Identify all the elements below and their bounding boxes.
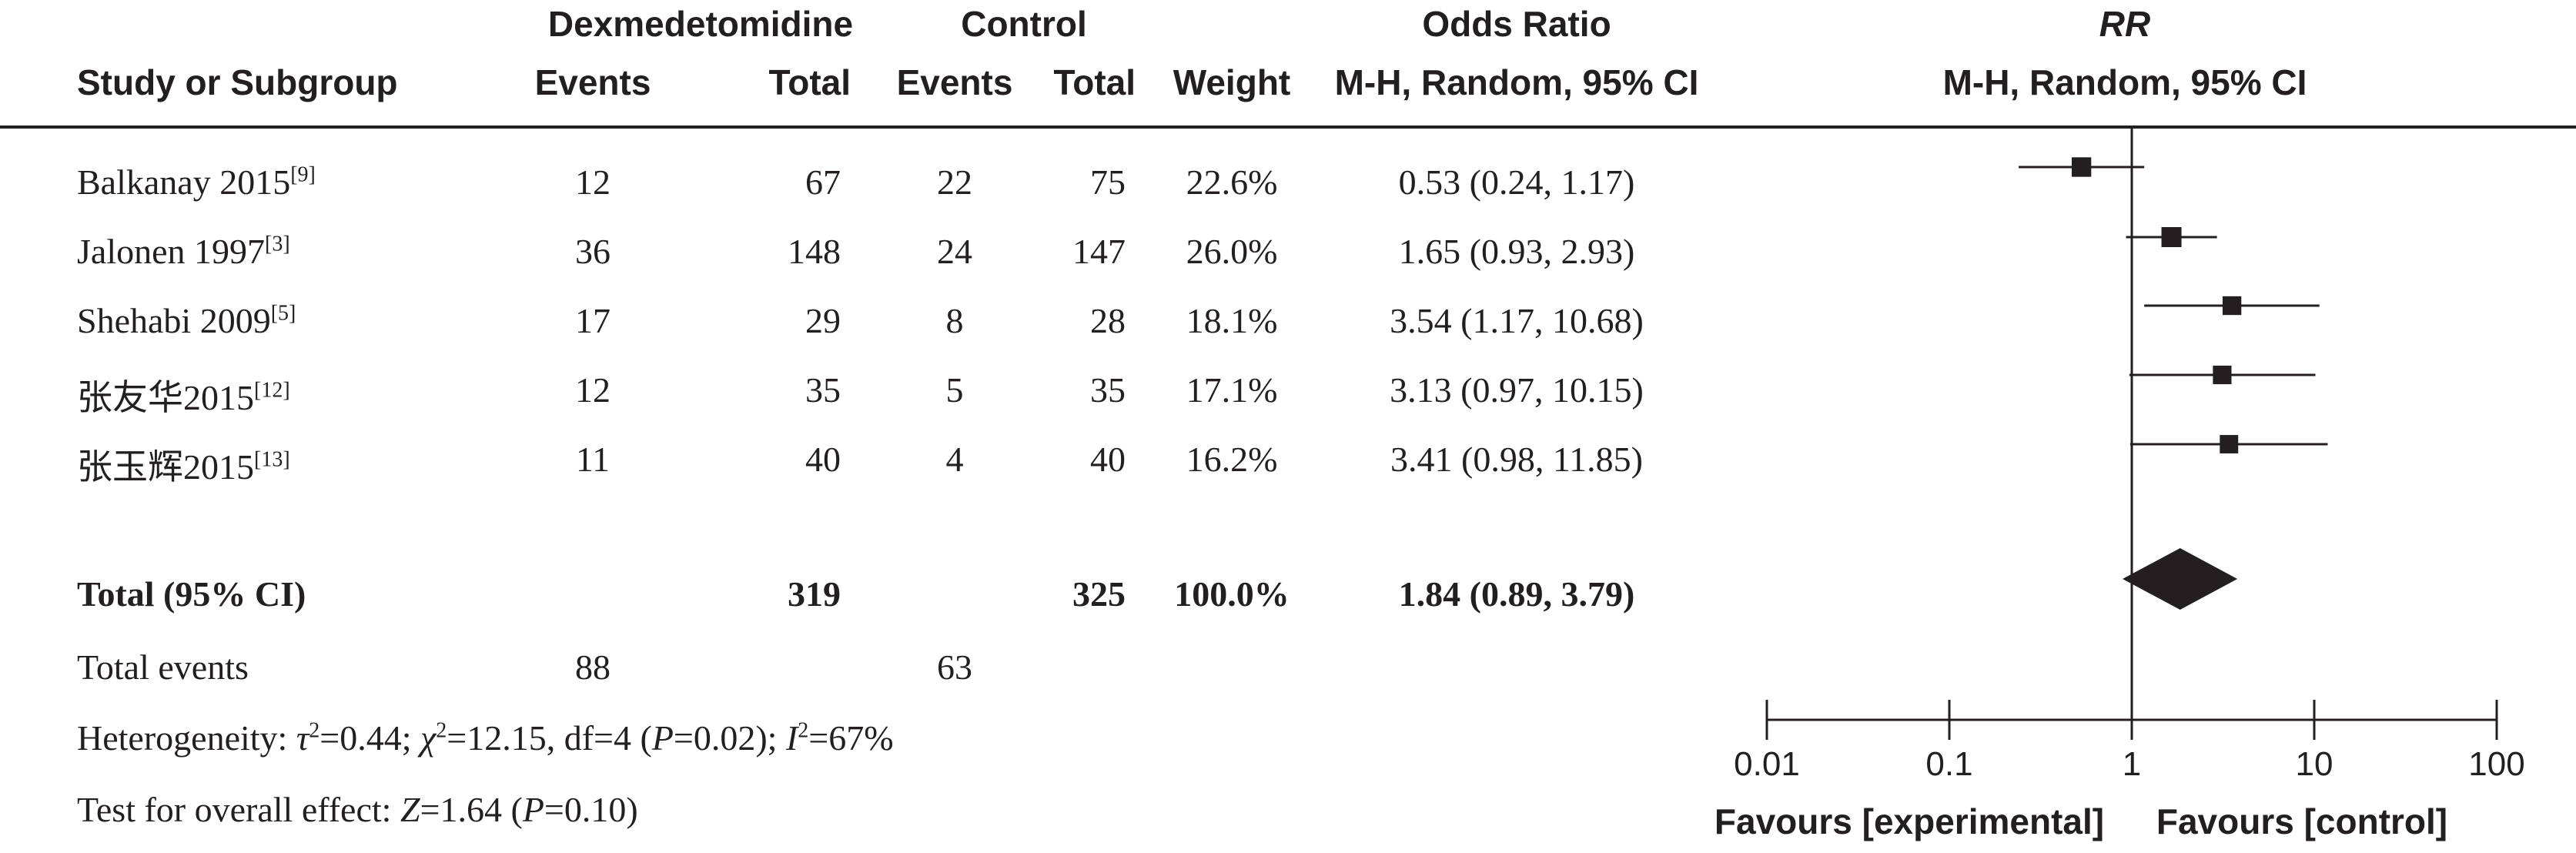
overall-z-val: =1.64 (: [420, 790, 523, 829]
study-point-estimate: [2222, 296, 2242, 316]
study-row-weight: 16.2%: [1186, 440, 1278, 479]
overall-p: P: [522, 790, 544, 829]
het-i-val: =67%: [808, 718, 894, 758]
study-reference: [5]: [270, 301, 296, 326]
plot-marks: [1765, 127, 2498, 740]
study-name-text: Jalonen 1997: [77, 232, 266, 271]
study-name-text: Shehabi 2009: [77, 301, 271, 340]
header-group-control: Control: [961, 4, 1087, 44]
x-tick-label: 0.01: [1734, 745, 1800, 783]
x-tick-label: 0.1: [1925, 745, 1973, 783]
header-col-study: Study or Subgroup: [77, 62, 398, 102]
study-row-ctl-total: 28: [1090, 301, 1126, 340]
study-row-study-name: Jalonen 1997[3]: [77, 231, 508, 272]
het-i: I: [785, 718, 798, 758]
total-ctl-total: 325: [1072, 574, 1126, 614]
study-row-ctl-events: 4: [945, 440, 964, 479]
total-label: Total (95% CI): [77, 574, 306, 614]
header-plot-label: RR: [2099, 4, 2151, 44]
study-row-ctl-events: 22: [937, 162, 972, 202]
het-prefix: Heterogeneity:: [77, 718, 296, 758]
study-name-text: Balkanay 2015: [77, 162, 291, 202]
header-col-exp-events: Events: [534, 62, 651, 102]
total-events-label: Total events: [77, 647, 249, 687]
study-row-exp-total: 29: [805, 301, 841, 340]
x-tick-label: 10: [2295, 745, 2333, 783]
study-name-text: 张玉辉2015: [77, 447, 254, 487]
study-row-ctl-total: 147: [1072, 232, 1126, 271]
study-row-study-name: 张友华2015[12]: [77, 370, 508, 420]
study-row-ci-text: 1.65 (0.93, 2.93): [1398, 232, 1635, 271]
study-row-exp-events: 12: [575, 370, 611, 410]
het-tau: τ: [296, 718, 309, 758]
x-tick-label: 100: [2468, 745, 2525, 783]
study-row-ctl-total: 75: [1090, 162, 1126, 202]
het-chi: χ: [420, 718, 437, 758]
overall-effect-text: Test for overall effect: Z=1.64 (P=0.10): [77, 789, 638, 830]
study-reference: [3]: [265, 232, 290, 256]
het-p: P: [651, 718, 674, 758]
header-group-experimental: Dexmedetomidine: [547, 4, 854, 44]
study-row-exp-events: 36: [575, 232, 611, 271]
study-row-ctl-events: 5: [945, 370, 964, 410]
study-point-estimate: [2220, 435, 2239, 453]
study-row-ci-text: 3.54 (1.17, 10.68): [1390, 301, 1644, 340]
header-plot-method: M-H, Random, 95% CI: [1942, 62, 2307, 102]
study-row-exp-total: 148: [788, 232, 841, 271]
study-row-weight: 26.0%: [1186, 232, 1278, 271]
header-effect-method: M-H, Random, 95% CI: [1334, 62, 1699, 102]
total-events-ctl: 63: [937, 647, 972, 687]
header-effect-label: Odds Ratio: [1422, 4, 1611, 44]
header-col-weight: Weight: [1173, 62, 1291, 102]
het-tau-val: =0.44;: [319, 718, 421, 758]
favours-right-label: Favours [control]: [2156, 801, 2448, 841]
study-row-exp-total: 40: [805, 440, 841, 479]
study-row-exp-total: 67: [805, 162, 841, 202]
study-row-exp-events: 11: [575, 440, 611, 479]
het-chi-val: =12.15, df=4 (: [447, 718, 652, 758]
header-col-ctl-events: Events: [896, 62, 1013, 102]
pooled-estimate-diamond: [2123, 548, 2238, 610]
study-reference: [12]: [254, 378, 290, 403]
heterogeneity-text: Heterogeneity: τ2=0.44; χ2=12.15, df=4 (…: [77, 718, 894, 758]
total-weight: 100.0%: [1174, 574, 1290, 614]
total-ci-text: 1.84 (0.89, 3.79): [1398, 574, 1635, 614]
study-row-study-name: 张玉辉2015[13]: [77, 439, 508, 490]
favours-left-label: Favours [experimental]: [1714, 801, 2105, 841]
header-col-exp-total: Total: [768, 62, 851, 102]
overall-prefix: Test for overall effect:: [77, 790, 400, 829]
study-name-text: 张友华2015: [77, 378, 254, 417]
study-row-ci-text: 0.53 (0.24, 1.17): [1398, 162, 1635, 202]
study-row-exp-events: 12: [575, 162, 611, 202]
study-point-estimate: [2161, 227, 2182, 247]
study-row-ctl-events: 24: [937, 232, 972, 271]
study-row-ci-text: 3.41 (0.98, 11.85): [1390, 440, 1643, 479]
study-row-exp-total: 35: [805, 370, 841, 410]
study-row-study-name: Shehabi 2009[5]: [77, 300, 508, 341]
study-reference: [13]: [254, 447, 290, 472]
overall-p-val: =0.10): [544, 790, 638, 829]
study-row-weight: 18.1%: [1186, 301, 1278, 340]
study-row-weight: 17.1%: [1186, 370, 1278, 410]
het-p-val: =0.02);: [673, 718, 786, 758]
study-point-estimate: [2071, 157, 2092, 177]
study-point-estimate: [2213, 365, 2232, 385]
study-row-weight: 22.6%: [1186, 162, 1278, 202]
overall-z: Z: [400, 790, 420, 829]
study-row-study-name: Balkanay 2015[9]: [77, 162, 508, 202]
study-row-ci-text: 3.13 (0.97, 10.15): [1390, 370, 1644, 410]
total-exp-total: 319: [788, 574, 841, 614]
x-tick-label: 1: [2122, 745, 2142, 783]
total-events-exp: 88: [575, 647, 611, 687]
study-row-ctl-events: 8: [945, 301, 964, 340]
study-row-ctl-total: 40: [1090, 440, 1126, 479]
study-row-exp-events: 17: [575, 301, 611, 340]
study-reference: [9]: [290, 162, 316, 187]
study-row-ctl-total: 35: [1090, 370, 1126, 410]
header-col-ctl-total: Total: [1053, 62, 1136, 102]
